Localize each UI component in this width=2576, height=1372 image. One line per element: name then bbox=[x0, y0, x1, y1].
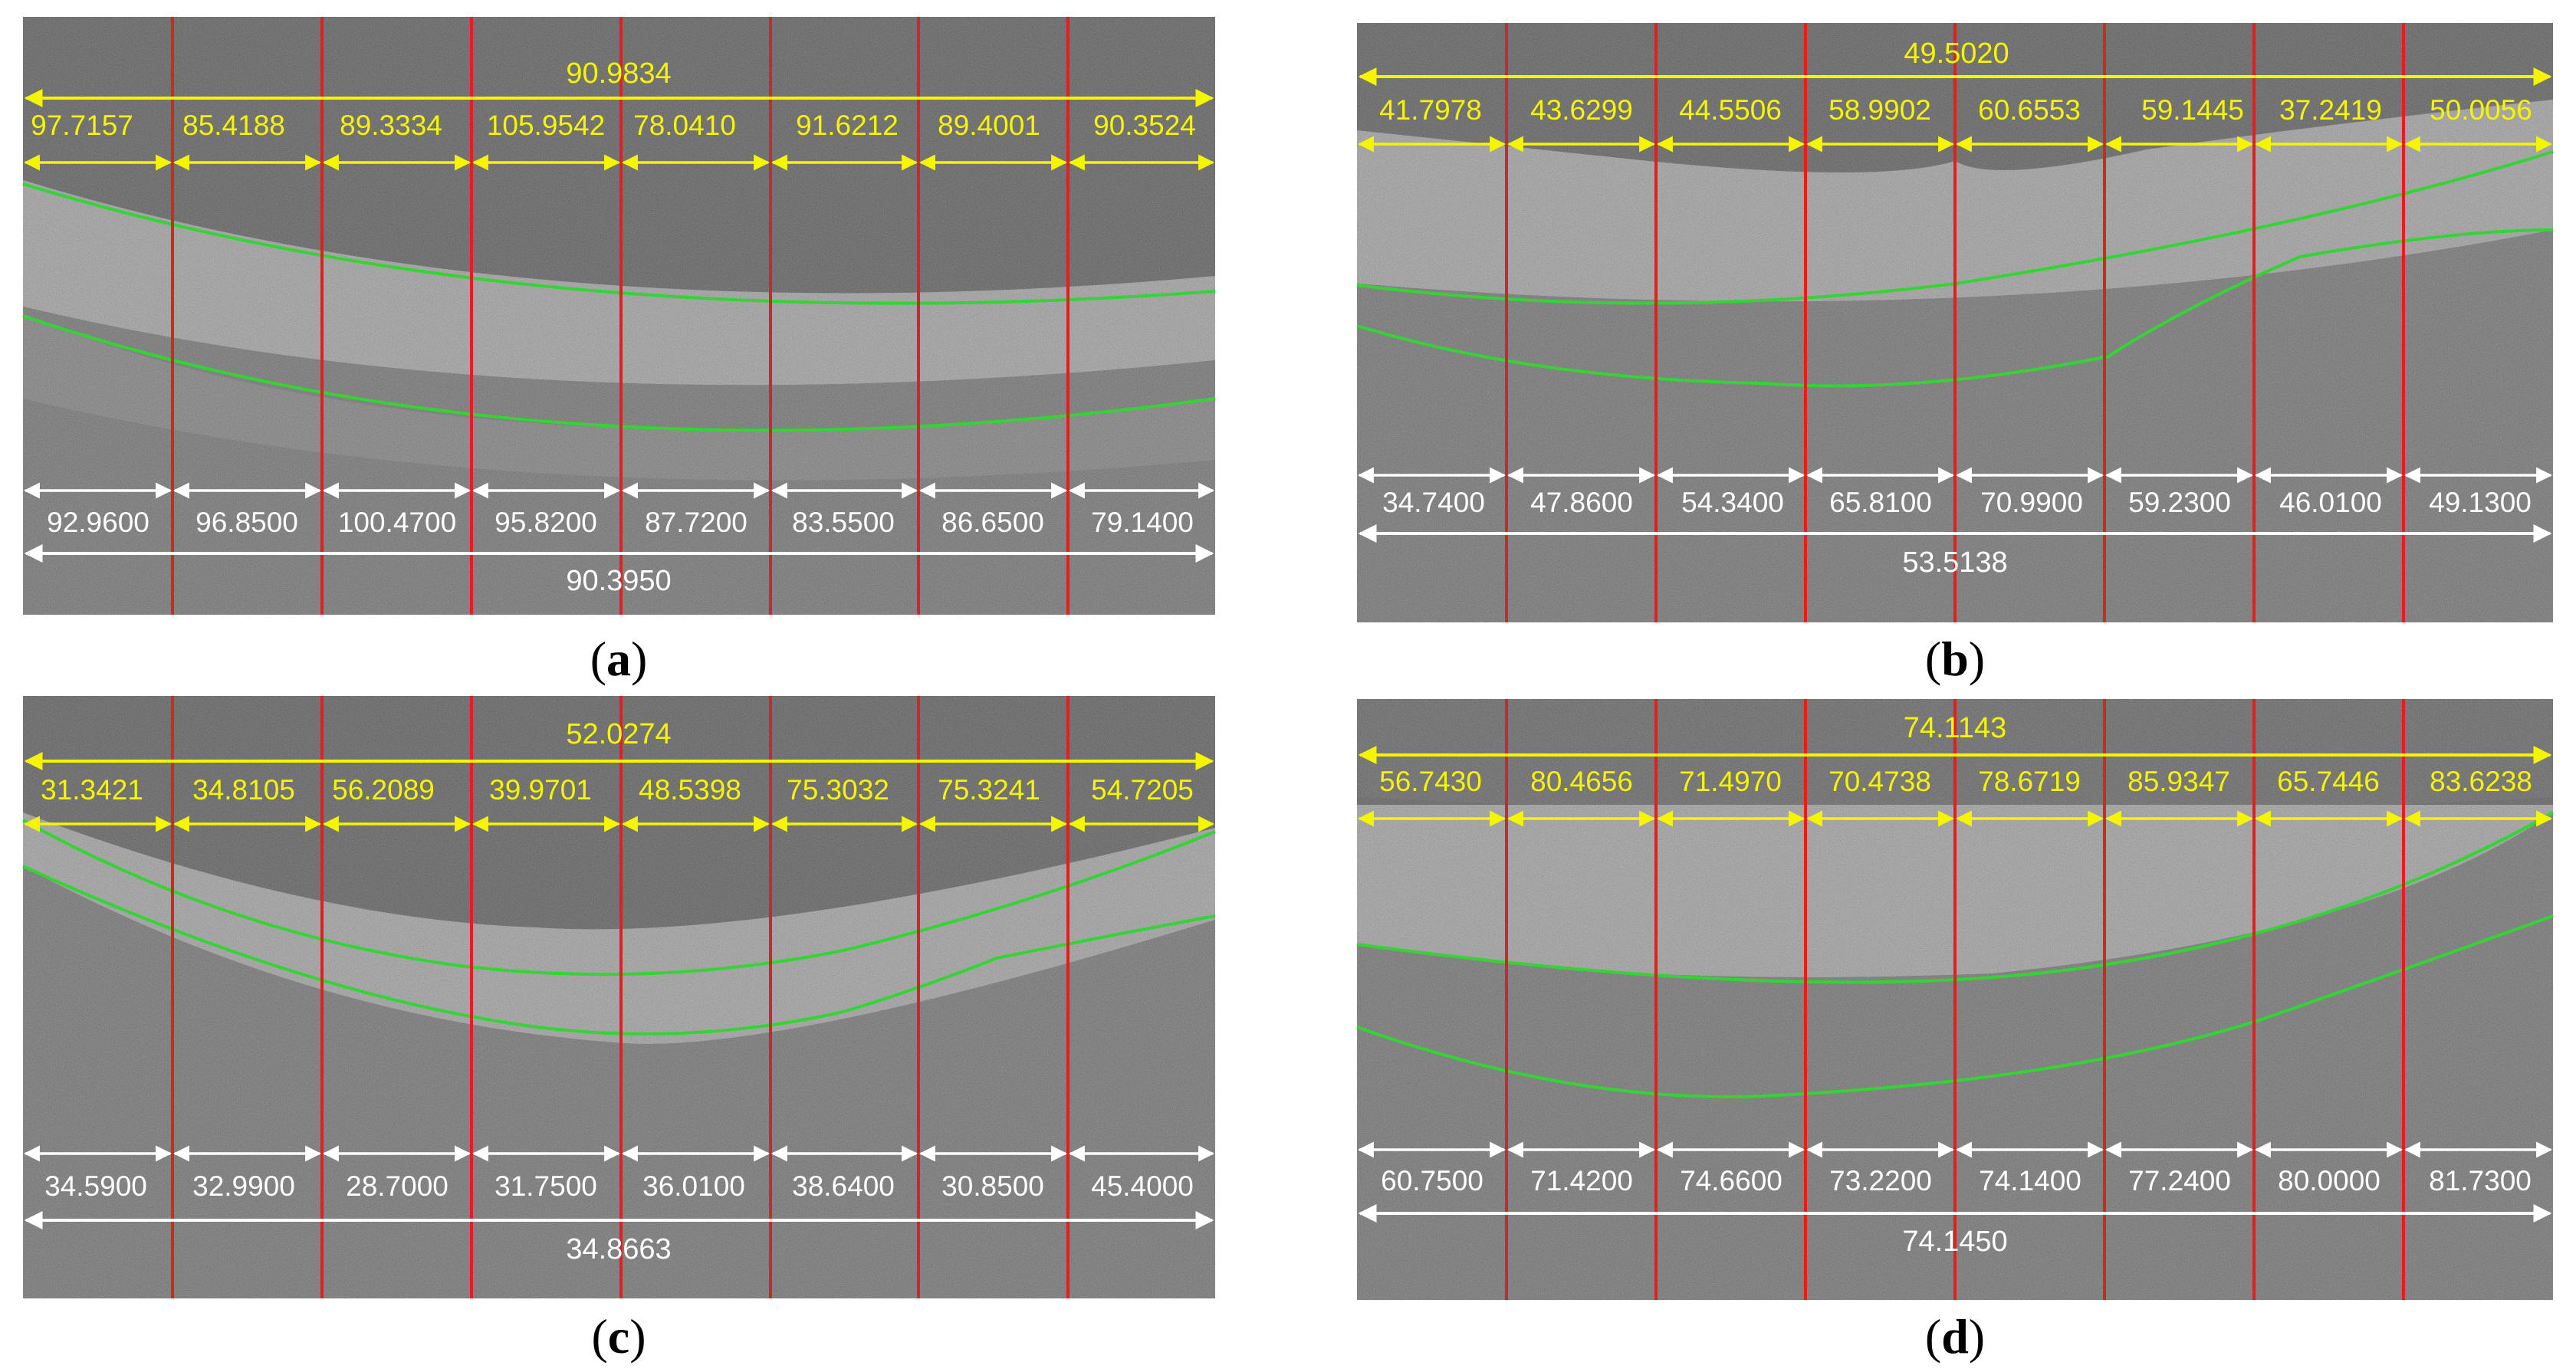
bottom-total-label-d: 74.1450 bbox=[1902, 1226, 2007, 1258]
bottom-segment-label-c: 45.4000 bbox=[1091, 1170, 1194, 1202]
panel-d: 74.1143 56.7430 80.4656 71.4970 70.4738 … bbox=[1356, 699, 2554, 1300]
bottom-segment-label-c: 31.7500 bbox=[495, 1170, 597, 1202]
top-segment-label-b: 59.1445 bbox=[2141, 94, 2244, 126]
vertical-lines-c bbox=[171, 696, 1070, 1298]
top-segment-label-b: 43.6299 bbox=[1530, 94, 1633, 126]
bottom-segment-label-c: 36.0100 bbox=[642, 1170, 745, 1202]
top-segment-label-b: 44.5506 bbox=[1679, 94, 1782, 126]
top-total-label-d: 74.1143 bbox=[1904, 712, 2007, 744]
panel-caption-c: (c) bbox=[591, 1309, 646, 1364]
top-segment-label-d: 65.7446 bbox=[2277, 766, 2380, 797]
bottom-total-label-c: 34.8663 bbox=[566, 1233, 671, 1265]
vertical-lines-d bbox=[1505, 699, 2405, 1300]
bottom-segment-label-d: 73.2200 bbox=[1829, 1165, 1932, 1196]
bottom-total-label-a: 90.3950 bbox=[566, 565, 671, 597]
top-total-label-c: 52.0274 bbox=[566, 718, 671, 750]
bottom-segment-label-d: 77.2400 bbox=[2128, 1165, 2231, 1196]
top-segment-label-d: 80.4656 bbox=[1530, 766, 1633, 797]
top-segment-label-b: 50.0056 bbox=[2430, 94, 2532, 126]
top-segment-label-d: 85.9347 bbox=[2128, 766, 2230, 797]
panel-c: 52.0274 31.3421 34.8105 56.2089 39.9701 … bbox=[22, 696, 1216, 1298]
bottom-segment-label-d: 74.1400 bbox=[1979, 1165, 2082, 1196]
bottom-segment-label-b: 70.9900 bbox=[1980, 487, 2083, 518]
panel-caption-a: (a) bbox=[590, 632, 648, 686]
bottom-segment-label-b: 46.0100 bbox=[2279, 487, 2382, 518]
vertical-lines-b bbox=[1505, 23, 2405, 622]
bottom-segment-label-c: 28.7000 bbox=[346, 1170, 449, 1202]
bottom-segment-label-b: 59.2300 bbox=[2128, 487, 2231, 518]
top-segment-label-c: 39.9701 bbox=[489, 774, 592, 806]
bottom-segment-label-b: 54.3400 bbox=[1681, 487, 1784, 518]
panel-b: 49.5020 41.7978 43.6299 44.5506 58.9902 … bbox=[1356, 23, 2554, 622]
boundary-line-upper-d bbox=[1356, 811, 2554, 984]
bottom-segment-label-b: 34.7400 bbox=[1382, 487, 1485, 518]
top-segment-label-a: 78.0410 bbox=[633, 110, 736, 141]
boundary-line-upper-a bbox=[22, 182, 1216, 305]
top-segment-label-a: 89.3334 bbox=[340, 110, 442, 141]
bottom-segment-label-a: 87.7200 bbox=[645, 507, 748, 538]
bottom-segment-label-a: 92.9600 bbox=[47, 507, 150, 538]
top-segment-label-c: 56.2089 bbox=[332, 774, 435, 806]
bottom-segment-label-d: 74.6600 bbox=[1680, 1165, 1783, 1196]
top-total-label-b: 49.5020 bbox=[1904, 38, 2009, 70]
vertical-lines-a bbox=[171, 17, 1070, 615]
top-segment-label-c: 31.3421 bbox=[41, 774, 143, 806]
panel-caption-b: (b) bbox=[1924, 632, 1986, 686]
top-segment-label-a: 97.7157 bbox=[31, 110, 133, 141]
top-segment-label-d: 70.4738 bbox=[1829, 766, 1931, 797]
bottom-segment-label-c: 30.8500 bbox=[941, 1170, 1044, 1202]
top-segment-label-a: 91.6212 bbox=[796, 110, 899, 141]
bottom-segment-label-d: 60.7500 bbox=[1381, 1165, 1484, 1196]
top-segment-label-c: 54.7205 bbox=[1091, 774, 1194, 806]
boundary-line-upper-c bbox=[22, 819, 1216, 976]
top-segment-label-a: 89.4001 bbox=[938, 110, 1040, 141]
bottom-segment-label-c: 34.5900 bbox=[44, 1170, 147, 1202]
boundary-line-lower-d bbox=[1356, 914, 2554, 1098]
bottom-segment-label-d: 80.0000 bbox=[2278, 1165, 2380, 1196]
bottom-segment-label-a: 79.1400 bbox=[1091, 507, 1194, 538]
bottom-segment-label-d: 71.4200 bbox=[1530, 1165, 1633, 1196]
bottom-segment-label-b: 49.1300 bbox=[2429, 487, 2532, 518]
bottom-segment-label-c: 32.9900 bbox=[192, 1170, 295, 1202]
bottom-segment-label-a: 86.6500 bbox=[941, 507, 1044, 538]
top-segment-label-a: 85.4188 bbox=[182, 110, 285, 141]
bottom-segment-label-b: 47.8600 bbox=[1530, 487, 1633, 518]
top-segment-label-c: 75.3241 bbox=[938, 774, 1040, 806]
top-segment-label-c: 75.3032 bbox=[787, 774, 889, 806]
top-segment-label-a: 105.9542 bbox=[487, 110, 605, 141]
boundary-line-lower-b bbox=[1356, 228, 2554, 388]
panel-a: 90.9834 97.7157 85.4188 89.3334 105.9542… bbox=[22, 17, 1216, 615]
top-segment-label-d: 71.4970 bbox=[1679, 766, 1782, 797]
boundary-line-lower-a bbox=[22, 314, 1216, 432]
bottom-segment-label-a: 96.8500 bbox=[196, 507, 298, 538]
top-segment-label-b: 58.9902 bbox=[1829, 94, 1931, 126]
bottom-segment-label-b: 65.8100 bbox=[1829, 487, 1932, 518]
bottom-total-label-b: 53.5138 bbox=[1902, 547, 2007, 579]
top-segment-label-b: 37.2419 bbox=[2279, 94, 2382, 126]
bottom-segment-label-a: 100.4700 bbox=[338, 507, 456, 538]
top-total-label-a: 90.9834 bbox=[566, 57, 671, 90]
boundary-line-lower-c bbox=[22, 865, 1216, 1036]
top-segment-label-c: 48.5398 bbox=[639, 774, 741, 806]
bottom-segment-label-c: 38.6400 bbox=[792, 1170, 895, 1202]
top-segment-label-d: 78.6719 bbox=[1978, 766, 2081, 797]
top-segment-label-b: 41.7978 bbox=[1379, 94, 1482, 126]
top-segment-label-a: 90.3524 bbox=[1093, 110, 1196, 141]
top-segment-label-b: 60.6553 bbox=[1978, 94, 2081, 126]
top-segment-label-c: 34.8105 bbox=[192, 774, 295, 806]
top-segment-label-d: 83.6238 bbox=[2430, 766, 2532, 797]
bottom-segment-label-a: 95.8200 bbox=[495, 507, 597, 538]
top-segment-label-d: 56.7430 bbox=[1379, 766, 1482, 797]
bottom-segment-label-a: 83.5500 bbox=[792, 507, 895, 538]
bottom-segment-label-d: 81.7300 bbox=[2429, 1165, 2532, 1196]
panel-caption-d: (d) bbox=[1924, 1309, 1986, 1364]
